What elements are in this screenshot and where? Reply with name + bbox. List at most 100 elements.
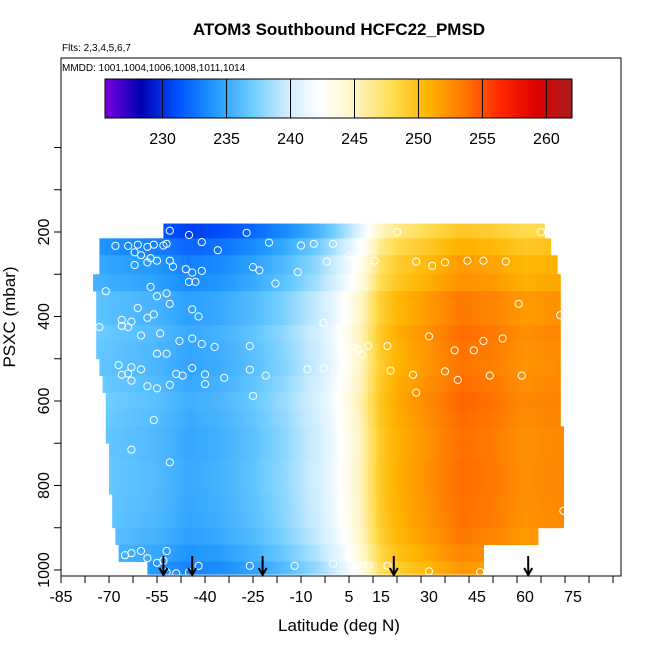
heatmap-cell <box>377 255 382 275</box>
heatmap-cell <box>329 291 334 309</box>
heatmap-cell <box>128 255 132 275</box>
heatmap-cell <box>438 443 443 461</box>
heatmap-cell <box>160 375 164 393</box>
heatmap-cell <box>518 493 523 512</box>
heatmap-cell <box>441 443 446 461</box>
heatmap-cell <box>227 358 232 377</box>
heatmap-cell <box>329 409 334 427</box>
heatmap-cell <box>422 223 427 239</box>
heatmap-cell <box>349 392 353 410</box>
heatmap-cell <box>384 493 388 512</box>
heatmap-cell <box>339 341 344 360</box>
heatmap-cell <box>304 223 308 239</box>
heatmap-cell <box>557 341 561 360</box>
heatmap-cell <box>230 392 235 410</box>
heatmap-cell <box>179 341 184 360</box>
heatmap-cell <box>413 493 417 512</box>
heatmap-cell <box>365 308 369 326</box>
heatmap-cell <box>269 544 273 562</box>
heatmap-cell <box>141 358 145 377</box>
heatmap-cell <box>217 409 222 427</box>
heatmap-cell <box>361 426 366 444</box>
heatmap-cell <box>390 510 395 529</box>
heatmap-cell <box>217 308 222 326</box>
heatmap-cell <box>390 426 395 444</box>
sample-point <box>392 227 402 237</box>
heatmap-cell <box>230 375 235 393</box>
heatmap-cell <box>528 255 532 275</box>
heatmap-cell <box>550 375 555 393</box>
heatmap-cell <box>278 255 283 275</box>
heatmap-cell <box>496 375 500 393</box>
heatmap-cell <box>345 341 350 360</box>
heatmap-cell <box>157 527 161 546</box>
heatmap-cell <box>198 223 203 239</box>
heatmap-cell <box>422 460 427 478</box>
flights-label: Flts: 2,3,4,5,6,7 <box>62 43 131 54</box>
heatmap-cell <box>525 392 529 410</box>
heatmap-cell <box>489 409 494 427</box>
heatmap-cell <box>534 493 539 512</box>
heatmap-cell <box>131 308 136 326</box>
heatmap-cell <box>445 274 449 292</box>
heatmap-cell <box>317 358 321 377</box>
heatmap-cell <box>521 308 526 326</box>
heatmap-cell <box>345 255 350 275</box>
heatmap-cell <box>163 527 168 546</box>
heatmap-cell <box>333 561 337 575</box>
heatmap-cell <box>230 308 235 326</box>
heatmap-cell <box>249 409 254 427</box>
heatmap-cell <box>294 308 299 326</box>
heatmap-cell <box>333 460 337 478</box>
heatmap-cell <box>237 324 241 343</box>
heatmap-cell <box>182 443 187 461</box>
heatmap-cell <box>461 561 465 575</box>
heatmap-cell <box>301 443 305 461</box>
heatmap-cell <box>342 308 347 326</box>
heatmap-cell <box>531 274 536 292</box>
heatmap-cell <box>365 527 369 546</box>
heatmap-cell <box>358 358 363 377</box>
heatmap-cell <box>301 341 305 360</box>
heatmap-cell <box>243 223 248 239</box>
heatmap-cell <box>371 274 376 292</box>
heatmap-cell <box>547 392 552 410</box>
heatmap-cell <box>435 291 440 309</box>
heatmap-cell <box>333 341 337 360</box>
heatmap-cell <box>297 561 302 575</box>
heatmap-cell <box>326 274 331 292</box>
heatmap-cell <box>381 223 385 239</box>
heatmap-cell <box>141 255 145 275</box>
heatmap-cell <box>115 274 120 292</box>
heatmap-cell <box>409 493 414 512</box>
x-tick-label: -70 <box>97 589 120 606</box>
heatmap-cell <box>518 510 523 529</box>
heatmap-cell <box>435 561 440 575</box>
heatmap-cell <box>233 291 238 309</box>
heatmap-cell <box>419 274 424 292</box>
heatmap-cell <box>265 358 270 377</box>
heatmap-cell <box>320 291 324 309</box>
heatmap-cell <box>489 493 494 512</box>
heatmap-cell <box>310 308 315 326</box>
heatmap-cell <box>233 493 238 512</box>
heatmap-cell <box>227 223 232 239</box>
heatmap-cell <box>521 358 526 377</box>
sample-point <box>556 311 565 320</box>
heatmap-cell <box>198 477 203 495</box>
heatmap-cell <box>185 324 190 343</box>
heatmap-cell <box>509 493 513 512</box>
x-tick-label: 60 <box>516 589 534 606</box>
heatmap-cell <box>502 527 507 546</box>
heatmap-cell <box>237 544 241 562</box>
heatmap-cell <box>221 324 225 343</box>
heatmap-cell <box>422 510 427 529</box>
heatmap-cell <box>525 460 529 478</box>
heatmap-cell <box>105 274 110 292</box>
heatmap-cell <box>438 358 443 377</box>
heatmap-cell <box>467 443 472 461</box>
heatmap-cell <box>269 255 273 275</box>
heatmap-cell <box>544 308 548 326</box>
heatmap-cell <box>118 375 123 393</box>
heatmap-cell <box>429 341 433 360</box>
